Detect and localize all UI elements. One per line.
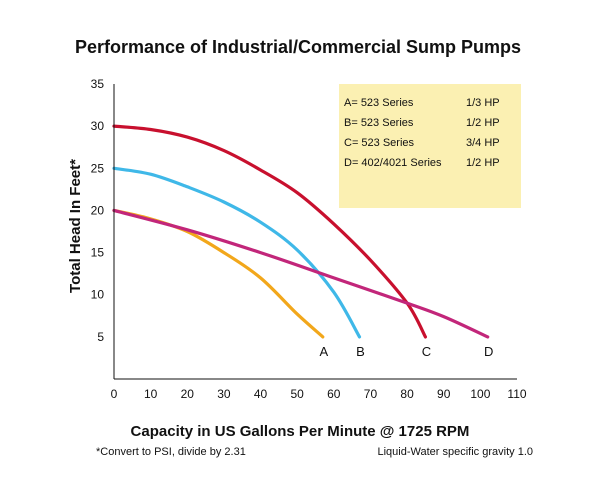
legend-hp-a: 1/3 HP xyxy=(466,97,500,109)
legend-key-a: A= 523 Series xyxy=(344,97,414,109)
legend: A= 523 Series 1/3 HP B= 523 Series 1/2 H… xyxy=(339,84,521,208)
axes xyxy=(113,84,517,380)
x-tick-label: 10 xyxy=(144,387,158,401)
legend-key-d: D= 402/4021 Series xyxy=(344,157,442,169)
y-tick-label: 30 xyxy=(91,119,105,133)
x-tick-label: 60 xyxy=(327,387,341,401)
series-line-d xyxy=(112,208,490,339)
x-tick-label: 20 xyxy=(181,387,195,401)
y-tick-label: 20 xyxy=(91,203,105,217)
tick-labels: 0 10 20 30 40 50 60 70 80 90 100 110 5 10 15 20 25 30 35 xyxy=(91,77,527,401)
x-tick-label: 90 xyxy=(437,387,451,401)
psi-conversion-note: *Convert to PSI, divide by 2.31 xyxy=(96,446,246,458)
x-tick-label: 100 xyxy=(470,387,490,401)
y-tick-label: 25 xyxy=(91,161,105,175)
legend-key-c: C= 523 Series xyxy=(344,137,415,149)
chart-title: Performance of Industrial/Commercial Sum… xyxy=(75,37,521,57)
x-tick-label: 50 xyxy=(291,387,305,401)
x-tick-label: 0 xyxy=(111,387,118,401)
x-tick-label: 30 xyxy=(217,387,231,401)
legend-hp-c: 3/4 HP xyxy=(466,137,500,149)
series-end-label-c: C xyxy=(422,344,431,359)
series-end-label-b: B xyxy=(356,344,365,359)
y-tick-label: 15 xyxy=(91,246,105,260)
legend-background xyxy=(339,84,521,208)
y-tick-label: 35 xyxy=(91,77,105,91)
x-tick-label: 80 xyxy=(400,387,414,401)
series-end-label-a: A xyxy=(319,344,328,359)
legend-hp-b: 1/2 HP xyxy=(466,117,500,129)
x-tick-label: 70 xyxy=(364,387,378,401)
y-tick-label: 10 xyxy=(91,288,105,302)
y-axis-label: Total Head In Feet* xyxy=(67,159,84,293)
legend-key-b: B= 523 Series xyxy=(344,117,414,129)
legend-hp-d: 1/2 HP xyxy=(466,157,500,169)
x-tick-label: 40 xyxy=(254,387,268,401)
series-line-c xyxy=(112,124,427,339)
x-tick-label: 110 xyxy=(507,387,526,401)
x-axis-label: Capacity in US Gallons Per Minute @ 1725… xyxy=(131,423,470,440)
series-line-a xyxy=(112,208,325,339)
specific-gravity-note: Liquid-Water specific gravity 1.0 xyxy=(378,446,534,458)
series-layer xyxy=(112,124,490,339)
series-end-label-d: D xyxy=(484,344,493,359)
series-line-b xyxy=(112,166,362,339)
y-tick-label: 5 xyxy=(97,330,104,344)
series-end-labels: A B C D xyxy=(319,344,493,359)
